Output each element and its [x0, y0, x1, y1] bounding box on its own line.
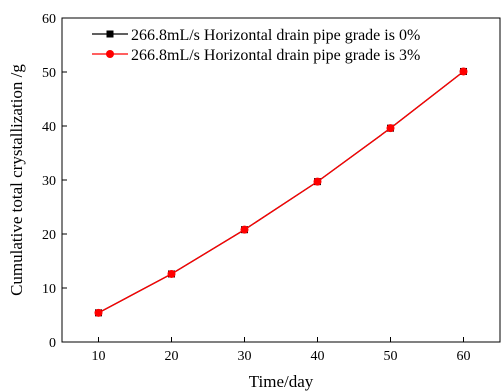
data-point	[240, 225, 249, 234]
x-axis-title: Time/day	[249, 372, 314, 391]
axis-ticks: 10 20 30 40 50 60 0 10 20 30 40 50 60	[42, 12, 471, 364]
series-line-2	[98, 70, 464, 314]
data-point	[459, 67, 468, 76]
x-tick-label: 30	[238, 349, 252, 364]
x-tick-label: 10	[92, 349, 106, 364]
legend: 266.8mL/s Horizontal drain pipe grade is…	[92, 27, 420, 64]
y-tick-label: 60	[42, 12, 56, 27]
y-tick-label: 40	[42, 120, 56, 135]
y-tick-label: 10	[42, 282, 56, 297]
x-tick-label: 50	[384, 349, 398, 364]
data-point	[94, 308, 103, 317]
y-tick-label: 50	[42, 66, 56, 81]
y-axis-title: Cumulative total crystallization /g	[7, 64, 26, 296]
legend-marker	[106, 50, 114, 58]
plot-area-frame	[61, 17, 501, 343]
y-tick-label: 20	[42, 228, 56, 243]
series-layer	[94, 67, 468, 317]
data-point	[167, 269, 176, 278]
x-tick-label: 20	[165, 349, 179, 364]
legend-label: 266.8mL/s Horizontal drain pipe grade is…	[131, 47, 420, 64]
legend-label: 266.8mL/s Horizontal drain pipe grade is…	[131, 27, 420, 44]
series-line-1	[98, 70, 464, 314]
data-point	[386, 124, 395, 133]
legend-marker	[106, 30, 114, 38]
x-tick-label: 40	[311, 349, 325, 364]
y-tick-label: 30	[42, 174, 56, 189]
y-tick-label: 0	[49, 336, 56, 351]
x-tick-label: 60	[457, 349, 471, 364]
data-point	[313, 177, 322, 186]
